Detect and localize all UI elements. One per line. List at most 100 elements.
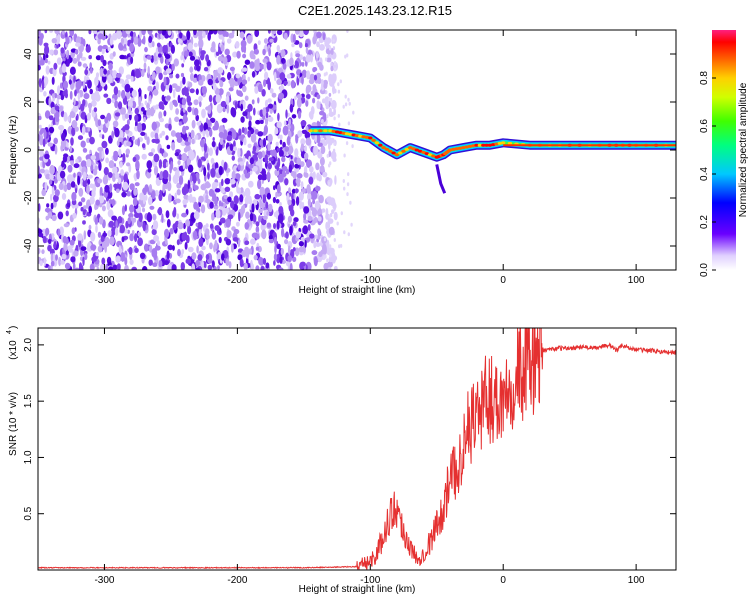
noise-speckle bbox=[48, 265, 52, 270]
noise-speckle bbox=[189, 193, 193, 203]
ridge-peak bbox=[313, 129, 318, 133]
noise-speckle bbox=[243, 169, 248, 175]
noise-speckle bbox=[253, 254, 258, 261]
noise-speckle bbox=[195, 114, 199, 122]
noise-speckle bbox=[116, 140, 120, 147]
noise-speckle bbox=[181, 153, 188, 162]
ridge-peak bbox=[471, 144, 476, 148]
noise-speckle bbox=[233, 228, 240, 235]
noise-speckle bbox=[182, 125, 187, 135]
noise-speckle bbox=[304, 145, 307, 153]
noise-speckle bbox=[80, 56, 87, 61]
noise-speckle bbox=[312, 171, 316, 180]
colorbar-tick-label: 0.2 bbox=[699, 215, 710, 229]
noise-speckle bbox=[187, 101, 193, 106]
noise-speckle bbox=[300, 120, 307, 127]
noise-speckle bbox=[184, 242, 188, 250]
noise-speckle bbox=[300, 181, 304, 190]
noise-speckle bbox=[264, 71, 269, 81]
ridge-peak bbox=[431, 154, 436, 158]
noise-speckle bbox=[255, 233, 260, 240]
y-tick-label: -20 bbox=[23, 190, 34, 205]
noise-speckle bbox=[67, 164, 73, 173]
noise-speckle bbox=[294, 188, 299, 194]
x-tick-label: 0 bbox=[500, 575, 506, 586]
noise-speckle bbox=[281, 169, 286, 178]
noise-speckle bbox=[169, 228, 174, 235]
noise-speckle bbox=[38, 36, 43, 46]
noise-speckle bbox=[101, 257, 106, 265]
noise-speckle bbox=[305, 93, 311, 100]
noise-speckle bbox=[189, 66, 194, 73]
noise-speckle bbox=[317, 234, 321, 240]
noise-speckle bbox=[218, 181, 222, 190]
snr-series-line bbox=[38, 328, 676, 570]
noise-speckle bbox=[219, 80, 224, 88]
noise-speckle bbox=[279, 150, 284, 157]
noise-speckle bbox=[298, 42, 303, 49]
noise-speckle bbox=[181, 232, 187, 242]
noise-speckle bbox=[325, 37, 332, 44]
noise-speckle bbox=[292, 256, 297, 262]
noise-speckle bbox=[148, 35, 153, 44]
noise-speckle bbox=[95, 118, 100, 128]
noise-speckle bbox=[108, 62, 113, 71]
noise-speckle bbox=[237, 164, 241, 171]
noise-speckle bbox=[100, 114, 106, 120]
noise-speckle bbox=[50, 193, 53, 202]
noise-speckle bbox=[306, 159, 312, 168]
noise-speckle bbox=[316, 172, 321, 181]
noise-speckle bbox=[114, 100, 119, 109]
noise-speckle bbox=[277, 213, 284, 224]
noise-speckle bbox=[179, 32, 183, 39]
noise-speckle bbox=[152, 262, 158, 268]
noise-speckle bbox=[344, 54, 347, 59]
x-tick-label: 0 bbox=[500, 275, 506, 286]
noise-speckle bbox=[171, 142, 176, 151]
noise-speckle bbox=[107, 46, 111, 52]
noise-speckle bbox=[304, 240, 307, 248]
noise-speckle bbox=[57, 228, 61, 237]
noise-speckle bbox=[241, 67, 248, 72]
noise-speckle bbox=[120, 169, 124, 176]
noise-speckle bbox=[158, 193, 163, 202]
noise-speckle bbox=[291, 43, 295, 48]
noise-speckle bbox=[219, 217, 226, 224]
noise-speckle bbox=[53, 62, 58, 70]
noise-speckle bbox=[306, 70, 311, 80]
noise-speckle bbox=[138, 72, 142, 78]
noise-speckle bbox=[47, 60, 51, 65]
noise-speckle bbox=[313, 74, 318, 81]
noise-speckle bbox=[94, 76, 99, 87]
noise-speckle bbox=[99, 195, 105, 204]
y-tick-label: 0 bbox=[23, 147, 34, 153]
noise-speckle bbox=[69, 74, 72, 81]
noise-speckle bbox=[333, 238, 336, 242]
noise-speckle bbox=[101, 48, 105, 55]
noise-speckle bbox=[46, 203, 50, 208]
noise-speckle bbox=[284, 239, 289, 245]
noise-speckle bbox=[249, 212, 254, 222]
noise-speckle bbox=[83, 93, 90, 100]
noise-speckle bbox=[69, 90, 73, 100]
noise-speckle bbox=[175, 108, 180, 115]
noise-speckle bbox=[79, 262, 82, 269]
ridge-peak bbox=[308, 129, 313, 133]
noise-speckle bbox=[247, 130, 252, 138]
x-tick-label: -300 bbox=[94, 275, 114, 286]
spectrogram-x-label: Height of straight line (km) bbox=[299, 285, 416, 296]
noise-speckle bbox=[218, 125, 224, 134]
noise-speckle bbox=[271, 30, 277, 35]
noise-speckle bbox=[129, 183, 135, 191]
noise-speckle bbox=[103, 173, 108, 181]
noise-speckle bbox=[294, 247, 300, 257]
noise-speckle bbox=[216, 103, 223, 114]
noise-speckle bbox=[41, 80, 45, 91]
noise-speckle bbox=[53, 137, 58, 145]
noise-speckle bbox=[183, 86, 187, 95]
noise-speckle bbox=[205, 223, 209, 228]
noise-speckle bbox=[195, 259, 201, 267]
noise-speckle bbox=[51, 76, 55, 85]
noise-speckle bbox=[240, 116, 245, 123]
noise-speckle bbox=[76, 113, 79, 121]
